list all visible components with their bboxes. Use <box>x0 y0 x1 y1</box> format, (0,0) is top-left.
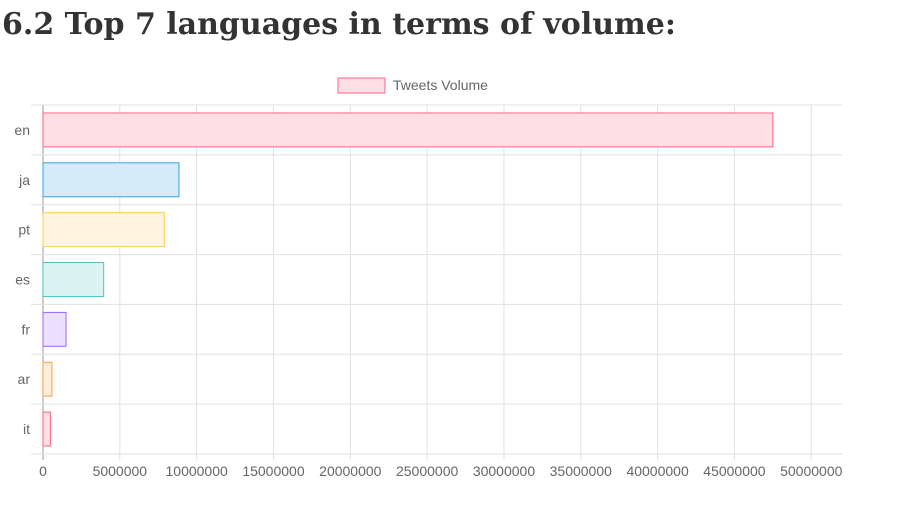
y-tick-label: it <box>23 421 30 437</box>
x-tick-label: 0 <box>39 463 47 479</box>
x-tick-label: 35000000 <box>550 463 613 479</box>
bar-ja[interactable] <box>42 162 180 198</box>
legend-swatch <box>337 77 386 94</box>
x-tick-label: 40000000 <box>626 463 689 479</box>
y-tick-label: ja <box>18 172 30 188</box>
x-tick-label: 30000000 <box>473 463 536 479</box>
bar-es[interactable] <box>42 262 105 297</box>
y-tick-label: pt <box>18 222 30 238</box>
bar-it[interactable] <box>42 411 51 447</box>
page-title: 6.2 Top 7 languages in terms of volume: <box>2 7 676 42</box>
bar-fr[interactable] <box>42 311 67 347</box>
x-tick-label: 10000000 <box>166 463 229 479</box>
x-tick-label: 50000000 <box>780 463 843 479</box>
chart-axes: 0 5000000 10000000 15000000 20000000 25000000… <box>14 122 842 479</box>
bar-ar[interactable] <box>42 361 53 397</box>
y-tick-label: en <box>14 122 30 138</box>
x-tick-label: 45000000 <box>703 463 766 479</box>
chart-legend[interactable]: Tweets Volume <box>337 77 488 94</box>
y-tick-label: fr <box>21 321 30 337</box>
y-tick-label: es <box>15 272 30 288</box>
bar-en[interactable] <box>42 112 774 148</box>
x-tick-label: 15000000 <box>242 463 305 479</box>
x-tick-label: 25000000 <box>396 463 459 479</box>
chart-grid <box>31 104 842 460</box>
y-tick-label: ar <box>18 371 31 387</box>
legend-label: Tweets Volume <box>393 77 488 93</box>
x-tick-label: 5000000 <box>93 463 148 479</box>
chart-bars <box>42 112 774 447</box>
bar-pt[interactable] <box>42 212 165 248</box>
x-tick-label: 20000000 <box>319 463 382 479</box>
